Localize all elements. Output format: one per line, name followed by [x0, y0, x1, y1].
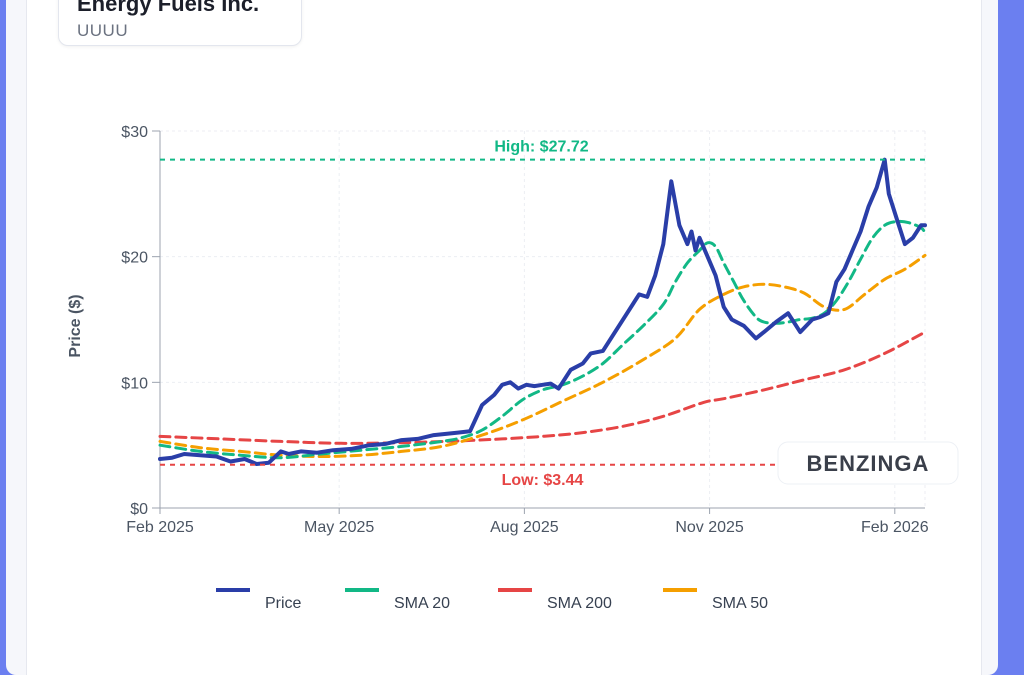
legend: Price SMA 20 SMA 200 SMA 50 [216, 588, 768, 612]
y-tick-label: $20 [121, 250, 148, 267]
low-label: Low: $3.44 [502, 472, 584, 489]
ticker-card[interactable]: Energy Fuels Inc. UUUU [58, 0, 302, 46]
x-tick-label: Feb 2025 [126, 519, 194, 536]
x-tick-label: Feb 2026 [861, 519, 929, 536]
legend-label: SMA 20 [394, 595, 450, 612]
y-tick-label: $10 [121, 375, 148, 392]
high-label: High: $27.72 [494, 139, 588, 156]
x-tick-label: May 2025 [304, 519, 374, 536]
legend-label: SMA 200 [547, 595, 612, 612]
company-name: Energy Fuels Inc. [77, 0, 260, 16]
y-tick-label: $0 [130, 501, 148, 518]
legend-item[interactable]: SMA 200 [498, 588, 612, 612]
x-tick-label: Nov 2025 [675, 519, 744, 536]
price-line [158, 157, 927, 466]
series-lines [158, 157, 927, 466]
watermark-text: BENZINGA [807, 451, 930, 476]
watermark: BENZINGA [777, 441, 959, 485]
chart-panel [26, 0, 982, 675]
watermark-box [777, 441, 959, 485]
sma50-line [158, 253, 927, 458]
legend-item[interactable]: SMA 20 [345, 588, 450, 612]
ticker-symbol: UUUU [77, 21, 129, 40]
annotations: High: $27.72 Low: $3.44 [160, 139, 925, 489]
y-tick-label: $30 [121, 124, 148, 141]
sma200-line [158, 330, 927, 445]
x-tick-label: Aug 2025 [490, 519, 559, 536]
chart-card [6, 0, 998, 675]
sma20-line [158, 219, 927, 460]
legend-item[interactable]: Price [216, 588, 302, 612]
legend-label: SMA 50 [712, 595, 768, 612]
legend-item[interactable]: SMA 50 [663, 588, 768, 612]
legend-label: Price [265, 595, 302, 612]
y-axis-label: Price ($) [67, 294, 84, 357]
